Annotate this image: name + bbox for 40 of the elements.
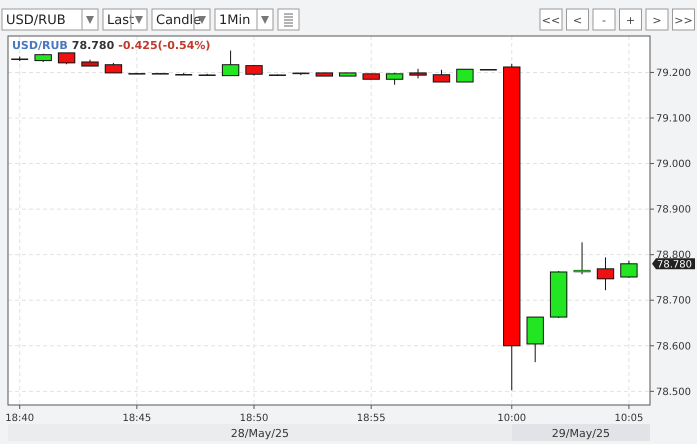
candlestick [104,62,122,74]
x-tick-label: 10:05 [614,413,644,424]
candlestick [58,52,76,65]
candlestick [386,72,404,86]
candlestick [245,65,263,76]
y-tick-label: 78.700 [656,296,691,307]
text: USD/RUB [6,13,66,28]
text: + [626,14,636,27]
x-tick-label: 18:50 [240,413,268,424]
y-tick-label: 78.900 [656,204,691,216]
candlestick [456,68,474,83]
text: - [602,14,606,27]
x-tick-label: 10:00 [497,413,526,424]
text: 29/May/25 [552,427,610,440]
y-tick-label: 79.200 [656,68,691,79]
text: 1Min [219,13,250,28]
candlestick [574,242,590,275]
candlestick [409,68,427,79]
text: > [652,14,662,27]
text: 78.780 [657,259,692,270]
x-tick-label: 18:55 [356,413,386,424]
annotation: -0.425(-0.54%) [118,39,210,52]
text: 28/May/25 [230,427,289,440]
text: >> [674,14,693,27]
candlestick [222,50,240,76]
text: << [542,14,560,27]
text: Candle [156,13,202,28]
candlestick [596,256,614,291]
candlestick [432,69,450,83]
chart-title: USD/RUB [12,39,68,52]
x-tick-label: 18:45 [122,413,152,424]
text: < [572,14,582,27]
annotation: 78.780 [72,39,115,52]
y-tick-label: 79.000 [656,159,691,170]
y-tick-label: 79.100 [656,114,691,124]
y-tick-label: 78.600 [656,341,691,352]
candlestick [620,260,638,278]
y-tick-label: 78.500 [656,386,691,398]
y-tick-label: 78.800 [656,250,691,262]
x-tick-label: 18:40 [5,413,34,424]
